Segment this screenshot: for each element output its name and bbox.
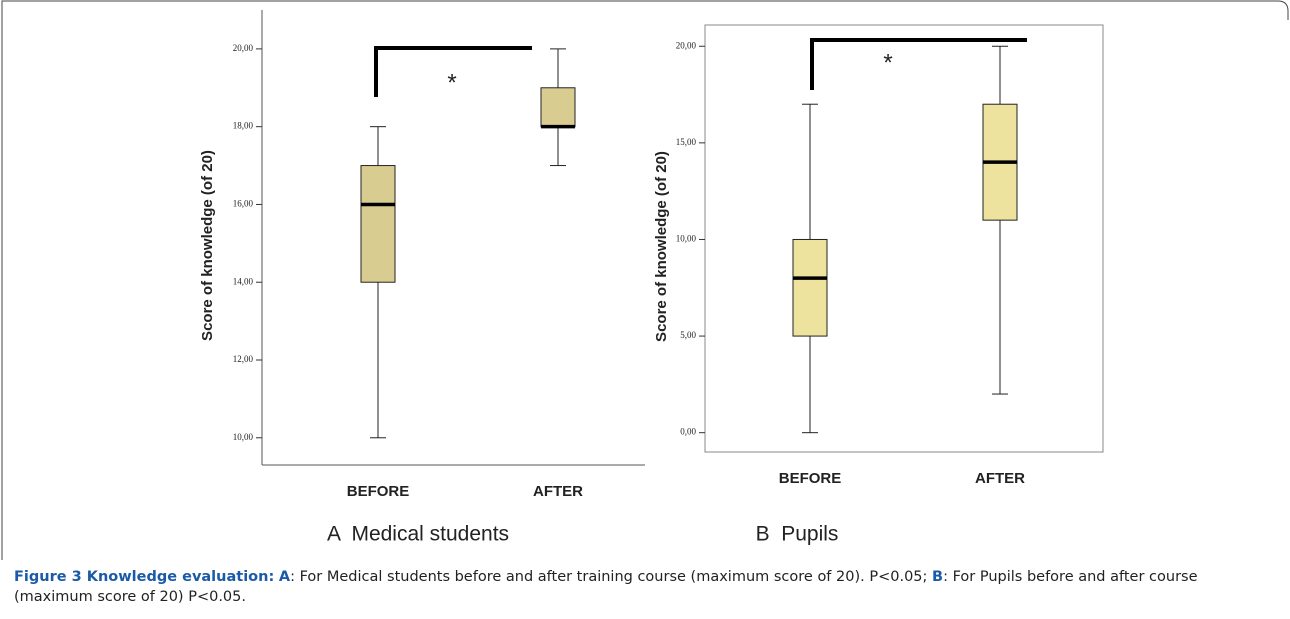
y-tick-label: 15,00: [676, 137, 697, 147]
caption-title: Figure 3 Knowledge evaluation:: [14, 569, 275, 585]
y-tick-label: 0,00: [680, 427, 696, 437]
x-tick-label: BEFORE: [779, 470, 842, 487]
plot-frame: [704, 24, 1104, 453]
x-tick-label: AFTER: [975, 470, 1025, 487]
x-tick-label: AFTER: [533, 483, 583, 500]
y-tick-label: 20,00: [233, 43, 254, 53]
annotation: *: [447, 69, 456, 96]
y-axis-label: Score of knowledge (of 20): [199, 150, 216, 341]
significance-bracket: [810, 38, 1027, 90]
y-tick-label: 18,00: [233, 121, 254, 131]
y-axis-label: Score of knowledge (of 20): [653, 151, 670, 342]
figure: 10,00 12,00 14,00 16,00 18,00 20,00 Score of k…: [1, 0, 1289, 560]
panel-caption: B Pupils: [756, 523, 839, 546]
y-tick-label: 14,00: [233, 276, 254, 286]
caption-text: : For Medical students before and after …: [290, 569, 933, 585]
panel-caption: A Medical students: [327, 523, 509, 546]
y-tick-label: 12,00: [233, 354, 254, 364]
caption-key: B: [932, 569, 944, 585]
y-tick-label: 10,00: [233, 432, 254, 442]
y-tick-label: 20,00: [676, 40, 697, 50]
significance-bracket: [374, 46, 532, 97]
caption-text: : For Pupils before and after course (ma…: [14, 569, 1198, 605]
y-tick-label: 16,00: [233, 199, 254, 209]
y-tick-label: 5,00: [680, 330, 696, 340]
box: [540, 87, 576, 128]
caption-key: A: [278, 569, 291, 585]
x-tick-label: BEFORE: [347, 483, 410, 500]
box: [360, 165, 396, 283]
box: [792, 238, 828, 337]
annotation: *: [883, 49, 892, 76]
figure-caption: Figure 3 Knowledge evaluation: A: For Me…: [14, 567, 1264, 607]
y-tick-label: 10,00: [676, 234, 697, 244]
figure-frame: [1, 0, 1289, 560]
